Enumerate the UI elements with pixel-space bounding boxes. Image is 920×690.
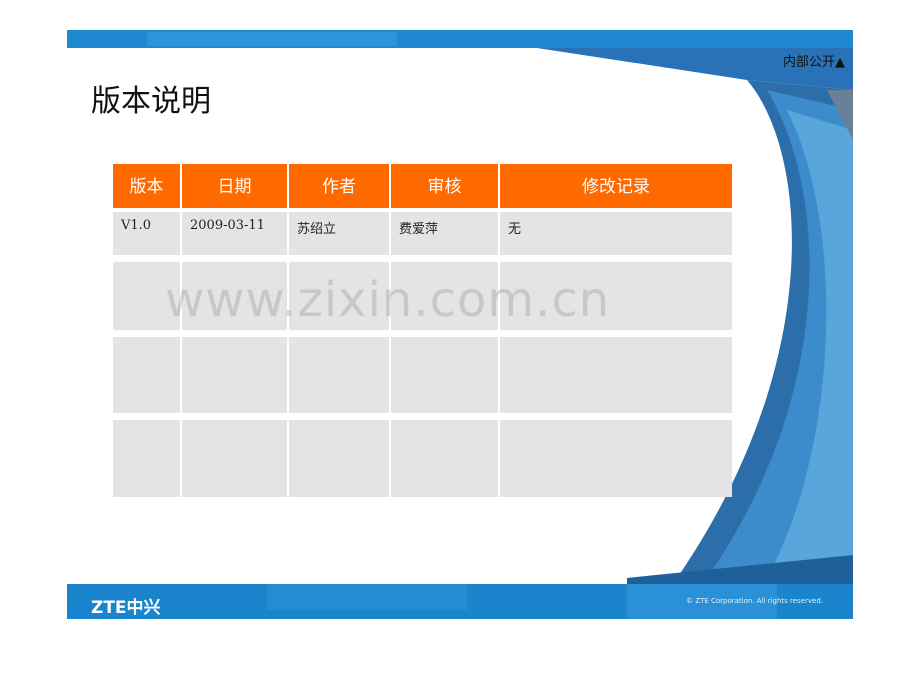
- table-cell: 苏绍立: [289, 212, 389, 255]
- copyright: © ZTE Corporation. All rights reserved.: [686, 597, 823, 605]
- table-cell: 费爱萍: [391, 212, 498, 255]
- table-cell: [113, 262, 180, 330]
- classification-label: 内部公开▲: [783, 55, 845, 70]
- column-header: 日期: [182, 164, 287, 208]
- column-header: 版本: [113, 164, 180, 208]
- watermark: www.zixin.com.cn: [165, 272, 611, 328]
- zte-logo: ZTE中兴: [91, 598, 161, 618]
- table-cell: [113, 420, 180, 497]
- table-cell: [289, 337, 389, 413]
- table-cell: V1.0: [113, 212, 180, 255]
- table-cell: [391, 420, 498, 497]
- table-cell: [182, 420, 287, 497]
- table-cell: 2009-03-11: [182, 212, 287, 255]
- table-cell: [391, 262, 498, 330]
- column-header: 审核: [391, 164, 498, 208]
- table-cell: [182, 337, 287, 413]
- table-cell: 无: [500, 212, 732, 255]
- page-title: 版本说明: [91, 84, 211, 119]
- table-cell: [391, 337, 498, 413]
- table-cell: [500, 420, 732, 497]
- table-cell: [289, 420, 389, 497]
- table-cell: [113, 337, 180, 413]
- table-cell: [289, 262, 389, 330]
- background-decoration: [67, 30, 853, 619]
- table-cell: [182, 262, 287, 330]
- table-cell: [500, 262, 732, 330]
- column-header: 修改记录: [500, 164, 732, 208]
- column-header: 作者: [289, 164, 389, 208]
- table-cell: [500, 337, 732, 413]
